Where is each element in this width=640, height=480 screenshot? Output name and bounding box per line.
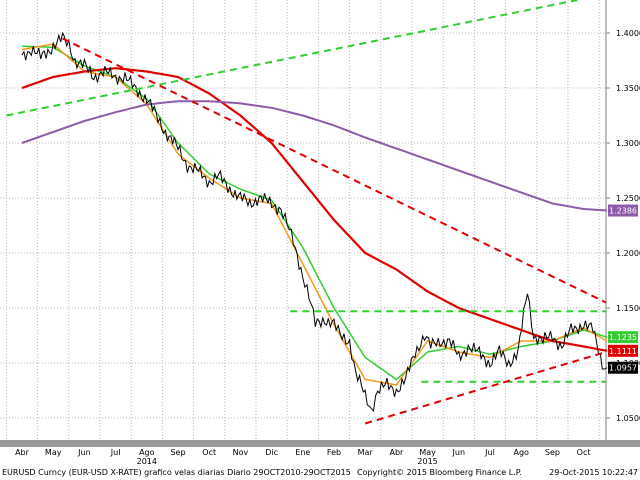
- x-tick-label-8: Dic: [265, 448, 278, 457]
- value-label-box-3: [608, 361, 638, 374]
- y-tick-label-1: 1.3500: [616, 84, 640, 93]
- x-year-label-1: 2015: [417, 457, 437, 466]
- x-year-label-0: 2014: [137, 457, 157, 466]
- x-tick-label-11: Mar: [358, 448, 374, 457]
- y-tick-label-3: 1.2500: [616, 194, 640, 203]
- chart-footer: EURUSD Curncy (EUR-USD X-RATE) grafico v…: [0, 464, 640, 480]
- x-axis: Abr May Jun Jul Ago Sep Oct Nov Dic Ene Feb Mar Abr M…: [15, 448, 590, 466]
- series-ma_red: [21, 67, 608, 352]
- value-label-0: 1.2386: [609, 207, 637, 216]
- x-tick-label-5: Sep: [170, 448, 185, 457]
- trendline-1: [62, 37, 607, 304]
- value-label-2: 1.1111: [609, 347, 637, 356]
- series-ma_purple: [21, 100, 608, 212]
- x-tick-label-13: May: [419, 448, 436, 457]
- x-tick-label-2: Jun: [77, 448, 91, 457]
- x-tick-label-9: Ene: [295, 448, 310, 457]
- x-tick-label-10: Feb: [327, 448, 341, 457]
- last-value-labels: 1.2386 1.1235 1.1111 1.0957: [608, 204, 638, 374]
- y-tick-label-0: 1.4000: [616, 29, 640, 38]
- series-ma_orange: [21, 43, 608, 386]
- x-tick-label-15: Jul: [484, 448, 495, 457]
- trendline-0: [6, 0, 578, 117]
- footer-timestamp: 29-Oct-2015 10:22:47: [549, 468, 638, 477]
- series-price: [21, 31, 608, 413]
- x-tick-label-0: Abr: [15, 448, 30, 457]
- x-tick-label-16: Ago: [513, 448, 529, 457]
- trendline-4: [364, 351, 607, 425]
- price-series: [21, 31, 608, 413]
- value-label-box-2: [608, 344, 638, 357]
- x-tick-label-12: Abr: [389, 448, 404, 457]
- y-tick-label-7: 1.0500: [616, 414, 640, 423]
- x-tick-label-6: Oct: [202, 448, 216, 457]
- value-label-3: 1.0957: [609, 364, 637, 373]
- value-label-box-1: [608, 331, 638, 344]
- x-tick-label-3: Jul: [110, 448, 121, 457]
- footer-security-description: EURUSD Curncy (EUR-USD X-RATE) grafico v…: [2, 468, 351, 477]
- x-tick-label-18: Oct: [577, 448, 591, 457]
- x-tick-label-17: Sep: [545, 448, 560, 457]
- footer-copyright: Copyright© 2015 Bloomberg Finance L.P.: [357, 468, 522, 477]
- x-tick-label-1: May: [45, 448, 62, 457]
- trend-lines: [6, 0, 607, 425]
- x-tick-label-14: Jun: [452, 448, 466, 457]
- value-label-box-0: [608, 204, 638, 217]
- y-tick-label-2: 1.3000: [616, 139, 640, 148]
- moving-average-lines: [21, 43, 608, 386]
- value-label-1: 1.1235: [609, 333, 637, 342]
- x-axis-bar: [0, 440, 640, 447]
- x-tick-label-4: Ago: [139, 448, 155, 457]
- y-tick-label-4: 1.2000: [616, 249, 640, 258]
- y-tick-label-5: 1.1500: [616, 304, 640, 313]
- x-tick-label-7: Nov: [233, 448, 249, 457]
